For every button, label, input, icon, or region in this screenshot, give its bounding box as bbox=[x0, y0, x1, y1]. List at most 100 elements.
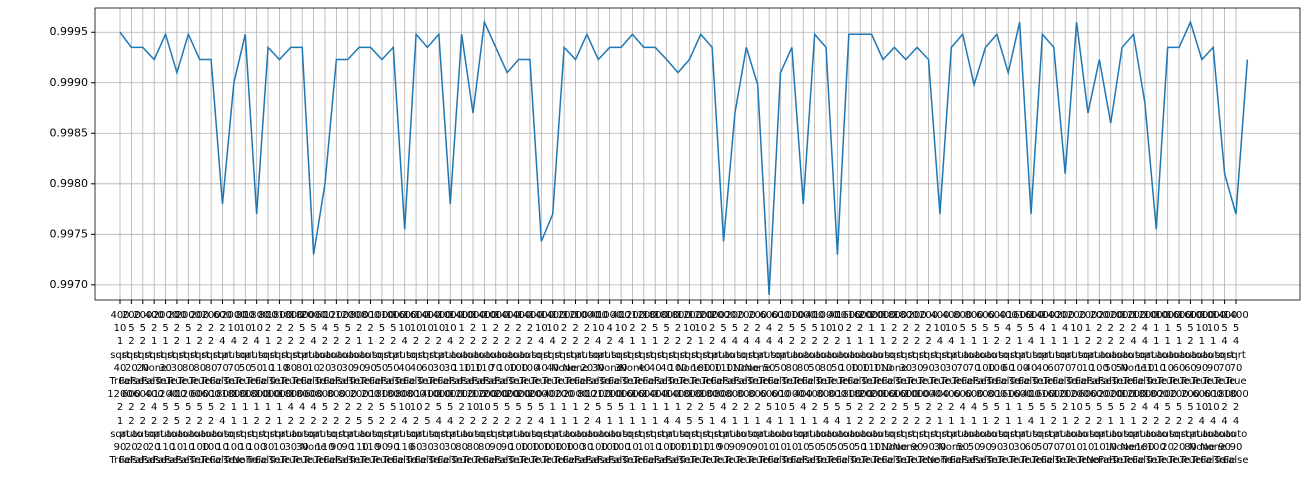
x-tick-label: 600 2 4 sqrt 50 False 600 10 1 auto 10 F… bbox=[767, 310, 794, 467]
x-tick-label: 600 5 1 auto 100 False 800 5 1 auto 90 F… bbox=[972, 310, 999, 467]
x-tick-label: 1400 2 2 auto 100 True 2000 5 2 auto 100… bbox=[517, 310, 543, 467]
x-tick-label: 800 2 1 auto 90 True 200 2 5 auto 110 Tr… bbox=[359, 310, 382, 467]
x-tick-label: 1800 2 2 sqrt 80 True 1800 4 2 auto 30 T… bbox=[278, 310, 304, 467]
x-tick-label: 1400 1 1 auto 60 True 1600 5 2 sqrt 70 F… bbox=[1041, 310, 1067, 467]
x-tick-label: 400 10 1 sqrt 40 True 1200 2 1 sqrt 90 T… bbox=[107, 310, 133, 467]
y-tick-label: 0.9970 bbox=[50, 278, 89, 291]
x-tick-label: 1800 2 2 sqrt 100 True 1400 1 4 auto 100… bbox=[665, 310, 691, 467]
x-tick-label: 1800 10 4 auto 50 True 1800 1 2 sqrt 100… bbox=[243, 310, 270, 467]
x-tick-label: 1000 10 1 auto 90 True 600 10 4 auto Non… bbox=[1200, 310, 1227, 467]
x-tick-label: 200 2 2 auto 100 False 600 5 2 sqrt 10 N… bbox=[1086, 310, 1113, 467]
x-tick-label: 2000 5 1 sqrt 80 True 1200 5 2 auto 10 F… bbox=[175, 310, 202, 467]
x-tick-label: 1400 4 1 sqrt 40 True 1600 5 1 sqrt 50 T… bbox=[1029, 310, 1056, 467]
x-tick-label: 1000 4 2 auto None True 1200 5 1 auto 10… bbox=[596, 310, 623, 467]
y-tick-label: 0.9995 bbox=[50, 25, 89, 38]
x-tick-label: 1200 2 2 sqrt None True 2000 1 1 auto 10… bbox=[562, 310, 589, 467]
x-tick-label: 400 5 2 auto 50 False 400 2 1 auto 50 Fa… bbox=[802, 310, 828, 467]
x-tick-label: 1000 5 2 auto 80 True 400 4 1 sqrt 10 Fa… bbox=[790, 310, 816, 467]
x-tick-label: 1400 2 2 auto 100 False 2000 5 2 sqrt 90… bbox=[494, 310, 520, 467]
x-tick-label: 1600 10 4 auto 40 True 800 10 4 auto 110… bbox=[391, 310, 418, 467]
x-tick-label: 200 2 4 sqrt None True 800 2 1 sqrt 90 T… bbox=[744, 310, 771, 467]
y-tick-label: 0.9990 bbox=[50, 76, 89, 89]
y-tick-label: 0.9980 bbox=[50, 177, 89, 190]
x-tick-label: 1600 5 2 auto 60 True 200 5 2 sqrt 80 Tr… bbox=[1177, 310, 1204, 467]
x-tick-label: 200 2 2 sqrt 80 True 600 5 2 auto 100 Tr… bbox=[199, 310, 223, 467]
x-tick-label: 1200 2 1 sqrt None True 1600 1 1 sqrt 10… bbox=[619, 310, 646, 467]
x-tick-label: 1200 2 1 sqrt 40 True 1600 1 1 sqrt 10 T… bbox=[631, 310, 657, 467]
x-tick-label: 600 5 2 auto 100 True 800 5 2 auto 90 Tr… bbox=[985, 310, 1009, 467]
x-tick-label: 200 4 1 sqrt 70 False 1200 2 1 auto 70 T… bbox=[1052, 310, 1078, 467]
x-tick-label: 1600 2 1 auto 100 False 1800 2 2 auto 50… bbox=[847, 310, 873, 467]
x-tick-label: 1400 10 2 sqrt 60 True 1400 2 5 auto 30 … bbox=[414, 310, 441, 467]
x-tick-label: 200 5 2 sqrt 20 False 600 2 2 auto 20 Fa… bbox=[118, 310, 144, 467]
x-tick-label: 1000 2 2 auto 20 False 800 2 2 auto 30 F… bbox=[574, 310, 600, 467]
x-tick-label: 1400 1 2 auto 110 False 1200 10 2 sqrt 8… bbox=[471, 310, 498, 467]
x-tick-label: 2000 2 2 auto 50 True 2000 5 1 auto None… bbox=[1109, 310, 1136, 467]
x-tick-label: 1600 5 1 auto 60 True 200 5 2 sqrt 20 Tr… bbox=[1166, 310, 1192, 467]
x-tick-label: 2000 1 1 auto 110 True 2000 2 2 auto 110… bbox=[870, 310, 896, 467]
x-tick-label: 400 10 4 sqrt 30 True 400 2 1 sqrt 30 No… bbox=[926, 310, 953, 467]
x-tick-label: 2000 2 2 auto 50 False 2000 5 1 auto 10 … bbox=[1098, 310, 1124, 467]
plot-frame bbox=[94, 7, 1301, 301]
x-tick-label: 1800 2 2 sqrt 30 True 1600 5 2 sqrt None… bbox=[892, 310, 919, 467]
x-tick-label: 2000 2 2 sqrt 100 True 1800 5 1 sqrt 110… bbox=[699, 310, 725, 467]
x-tick-label: 1800 2 2 sqrt 110 True 1000 1 1 sqrt 10 … bbox=[266, 310, 293, 467]
x-tick-label: 1000 5 2 sqrt 50 False 1800 5 2 sqrt 90 … bbox=[380, 310, 407, 467]
x-tick-label: 200 2 2 sqrt 80 True 600 5 2 auto 100 Tr… bbox=[188, 310, 211, 467]
x-tick-label: 200 5 4 auto 110 False 800 2 1 auto 90 T… bbox=[722, 310, 748, 467]
x-tick-label: 800 5 1 auto 70 True 600 4 1 auto 50 Fal… bbox=[950, 310, 976, 467]
x-tick-label: 400 10 2 auto 50 True 800 5 4 auto 50 Tr… bbox=[826, 310, 849, 467]
x-tick-label: 1000 1 1 auto 110 True 1800 4 2 auto 100… bbox=[1143, 310, 1169, 467]
x-tick-label: 1000 2 2 auto 70 False 2000 5 2 sqrt 90 … bbox=[483, 310, 509, 467]
x-tick-label: 200 2 2 sqrt 30 True 1000 5 2 sqrt 90 Tr… bbox=[904, 310, 930, 467]
x-tick-label: 200 2 2 sqrt 90 True 1000 2 2 sqrt 90 Tr… bbox=[915, 310, 942, 467]
x-tick-label: 1400 5 4 sqrt 70 True 1800 2 4 auto 90 F… bbox=[1223, 310, 1249, 467]
x-tick-label: 200 5 2 sqrt 20 False 600 2 2 auto 20 Fa… bbox=[130, 310, 156, 467]
x-tick-label: 400 2 1 sqrt None False 400 4 2 sqrt 20 … bbox=[141, 310, 168, 467]
x-tick-label: 800 5 1 auto 70 False 600 4 1 auto 50 Fa… bbox=[961, 310, 987, 467]
x-tick-label: 600 4 4 auto 50 True 600 5 4 auto 10 Tru… bbox=[757, 310, 781, 467]
x-tick-label: 1000 1 1 auto 10 True 200 5 2 auto 20 Tr… bbox=[1154, 310, 1181, 467]
x-tick-label: 1200 4 4 sqrt 110 False 1800 4 2 auto 10… bbox=[1132, 310, 1158, 467]
x-tick-label: 600 4 2 auto 20 True 800 5 2 auto 110 Tr… bbox=[313, 310, 337, 467]
x-tick-label: 800 2 1 sqrt 10 False 1000 1 2 sqrt 30 F… bbox=[255, 310, 281, 467]
x-tick-label: 1000 5 2 auto 80 True 1000 5 1 auto 10 T… bbox=[779, 310, 805, 467]
x-tick-label: 2000 5 4 auto 10 False 600 4 2 sqrt None… bbox=[300, 310, 327, 467]
x-tick-label: 800 10 2 sqrt 50 True 1800 1 1 sqrt 10 N… bbox=[232, 310, 259, 467]
x-tick-label: 1400 10 4 sqrt 40 True 2000 5 4 sqrt 100… bbox=[528, 310, 555, 467]
x-tick-label: 2000 1 1 auto 110 True 2000 2 2 auto 110… bbox=[858, 310, 885, 467]
x-tick-label: 1400 10 4 sqrt 40 True 400 1 1 sqrt 100 … bbox=[540, 310, 566, 467]
x-tick-label: 2000 5 4 auto 110 False 800 4 4 sqrt 90 … bbox=[710, 310, 737, 467]
x-tick-label: 1200 5 2 auto 30 False 800 2 2 sqrt 90 F… bbox=[335, 310, 361, 467]
y-tick-label: 0.9975 bbox=[50, 227, 89, 240]
x-tick-label: 2000 10 4 auto 70 True 1800 1 1 sqrt 100… bbox=[221, 310, 247, 467]
x-tick-label: 1800 5 1 sqrt 40 False 1400 1 1 sqrt 10 … bbox=[642, 310, 668, 467]
x-tick-label: 600 2 4 sqrt 70 False 1800 2 4 auto 10 F… bbox=[209, 310, 236, 467]
x-tick-label: 200 2 4 sqrt None False 800 2 1 auto 90 … bbox=[733, 310, 760, 467]
x-tick-label: 1600 5 4 auto 40 False 400 5 4 auto 60 T… bbox=[1018, 310, 1044, 467]
x-tick-label: 1600 2 1 auto 100 True 1800 5 1 auto 50 … bbox=[836, 310, 862, 467]
x-tick-label: 400 10 4 sqrt 30 False 1200 5 4 auto 100… bbox=[585, 310, 611, 467]
x-tick-label: 1600 5 1 sqrt 100 True 1600 1 1 sqrt 30 … bbox=[1006, 310, 1033, 467]
x-tick-label: 1400 1 2 auto 110 False 1200 2 2 auto 80… bbox=[448, 310, 475, 467]
x-tick-label: 200 2 2 sqrt 30 True 400 5 5 auto 10 Fal… bbox=[164, 310, 190, 467]
x-tick-label: 2000 5 1 sqrt 30 True 1200 5 2 auto 110 … bbox=[152, 310, 179, 467]
x-tick-label: 200 1 2 sqrt 10 False 600 5 2 auto 10 Tr… bbox=[1075, 310, 1101, 467]
x-tick-label: 1000 10 2 auto 80 True 800 5 4 auto 50 T… bbox=[813, 310, 839, 467]
y-tick-label: 0.9985 bbox=[50, 126, 89, 139]
x-tick-label: 1000 10 1 auto 90 True 600 10 4 auto Non… bbox=[1188, 310, 1215, 467]
line bbox=[119, 19, 1249, 295]
x-tick-label: 1200 10 1 sqrt 100 True 1800 2 5 sqrt 11… bbox=[688, 310, 714, 467]
x-tick-label: 1000 5 2 sqrt 50 False 1800 5 2 sqrt 90 … bbox=[369, 310, 395, 467]
x-tick-label: 1800 2 2 sqrt None False 1600 2 2 sqrt N… bbox=[881, 310, 908, 467]
x-tick-label: 1800 5 2 sqrt 40 False 1400 1 4 sqrt 100… bbox=[653, 310, 680, 467]
x-tick-label: 200 10 1 auto 70 True 1200 10 2 auto 10 … bbox=[1063, 310, 1090, 467]
x-tick-label: 1200 5 2 auto 30 False 800 2 2 sqrt 90 F… bbox=[323, 310, 350, 467]
x-tick-label: 1000 2 2 auto 110 False 1200 10 2 auto 8… bbox=[460, 310, 486, 467]
x-tick-label: 1400 5 4 sqrt 70 True 1800 2 4 auto 90 T… bbox=[1211, 310, 1238, 467]
x-tick-label: 1000 10 4 auto 30 False 1000 5 4 sqrt 30… bbox=[437, 310, 463, 467]
x-tick-label: 1400 2 2 auto 100 True 2000 5 2 auto 100… bbox=[505, 310, 532, 467]
x-tick-label: 400 10 4 sqrt 30 False 1000 5 1 auto 100… bbox=[608, 310, 634, 467]
